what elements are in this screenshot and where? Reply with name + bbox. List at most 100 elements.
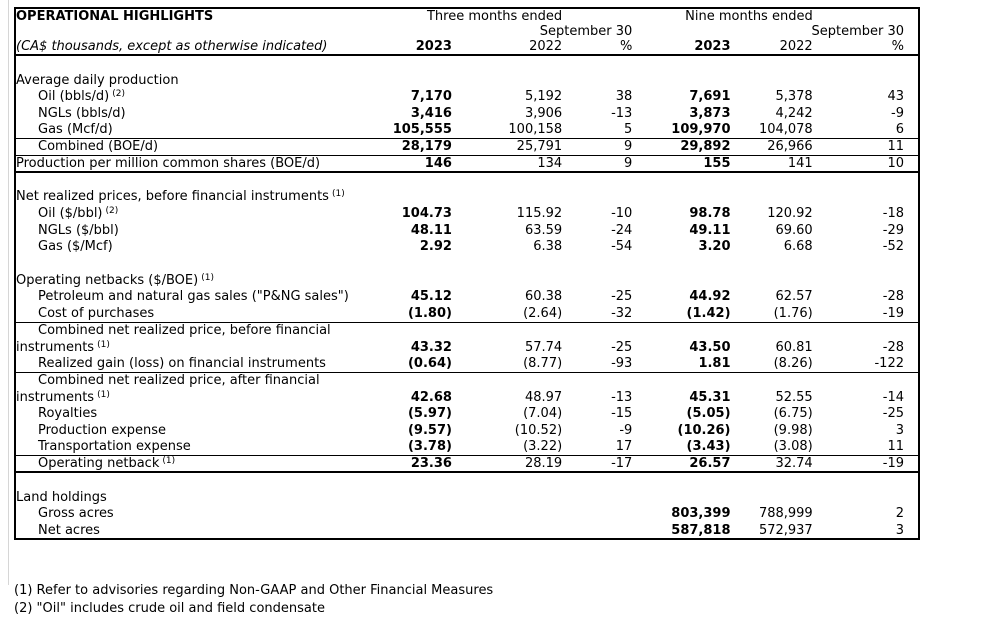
empty-cell <box>452 55 562 72</box>
empty-cell <box>632 255 730 272</box>
column-header-2022-ytd: 2022 <box>730 39 813 56</box>
period-group-three-months-line2: September 30 <box>539 24 633 39</box>
cell-value: 48.97 <box>524 389 563 405</box>
cell-value: 28.19 <box>451 455 563 474</box>
cell-value: 32.74 <box>730 455 813 474</box>
cell-value: 109,970 <box>632 121 731 139</box>
empty-cell <box>382 489 452 506</box>
cell-value: 29,892 <box>632 138 731 156</box>
cell-value: -28 <box>882 339 904 355</box>
cell-value: 57.74 <box>524 339 563 355</box>
empty-cell <box>382 322 452 339</box>
cell-value: (9.57) <box>407 422 452 438</box>
cell-value: -25 <box>882 406 904 422</box>
cell-value: -52 <box>882 239 904 255</box>
empty-cell <box>562 322 632 339</box>
cell-value: 6 <box>812 121 919 139</box>
table-row: NGLs (bbls/d) 3,416 3,906 -13 3,873 4,242 -9 <box>15 105 919 122</box>
cell-value: 3.20 <box>698 239 731 255</box>
cell-value: 3,416 <box>410 105 452 121</box>
empty-cell <box>731 472 813 489</box>
empty-cell <box>632 172 730 189</box>
spacer-cell <box>15 24 382 39</box>
cell-value: 2.92 <box>419 239 452 255</box>
cell-value: -24 <box>611 222 633 238</box>
cell-value: 23.36 <box>381 455 452 474</box>
row-label: Operating netback (1) <box>15 455 382 474</box>
empty-cell <box>731 489 813 506</box>
column-header-2023-q: 2023 <box>381 39 452 56</box>
row-label: Net realized prices, before financial in… <box>16 189 345 205</box>
cell-value: (3.22) <box>451 438 563 456</box>
cell-value: 6.38 <box>533 239 563 255</box>
period-group-three-months-line1: Three months ended <box>426 9 563 24</box>
cell-value: 7,170 <box>410 89 452 105</box>
table-row: Production per million common shares (BO… <box>15 155 919 173</box>
spacer-cell <box>15 472 382 489</box>
cell-value: 803,399 <box>671 506 731 522</box>
cell-value: 11 <box>812 438 919 456</box>
cell-value: 45.31 <box>689 389 731 405</box>
empty-cell <box>731 372 813 389</box>
row-label: instruments (1) <box>16 339 110 355</box>
empty-cell <box>562 189 632 206</box>
cell-value: 25,791 <box>451 138 563 156</box>
empty-cell <box>562 255 632 272</box>
cell-value: 100,158 <box>451 121 563 139</box>
column-header-pct-ytd: % <box>812 39 919 56</box>
footnote-marker: (2) <box>105 206 119 217</box>
cell-value: (8.77) <box>451 355 563 373</box>
cell-value: 104,078 <box>730 121 813 139</box>
row-label: Royalties <box>38 406 98 422</box>
empty-cell <box>731 55 813 72</box>
empty-cell <box>632 72 730 89</box>
table-row: instruments (1) 42.68 48.97 -13 45.31 52.55 -14 <box>15 389 919 406</box>
spacer-row <box>15 172 919 189</box>
empty-cell <box>452 172 562 189</box>
cell-value: 42.68 <box>410 389 452 405</box>
cell-value: 572,937 <box>758 522 813 538</box>
cell-value: 38 <box>615 89 633 105</box>
spacer-row <box>15 472 919 489</box>
empty-cell <box>382 506 452 523</box>
cell-value: (5.05) <box>686 406 731 422</box>
cell-value: 45.12 <box>410 289 452 305</box>
empty-cell <box>452 189 562 206</box>
cell-value: 134 <box>451 155 563 173</box>
cell-value: 69.60 <box>775 222 813 238</box>
operational-highlights-table: OPERATIONAL HIGHLIGHTS Three months ende… <box>14 7 920 540</box>
cell-value: 44.92 <box>689 289 731 305</box>
cell-value: 5 <box>562 121 633 139</box>
empty-cell <box>452 322 562 339</box>
table-row: Net acres 587,818 572,937 3 <box>15 522 919 539</box>
cell-value: 60.38 <box>524 289 563 305</box>
cell-value: -14 <box>882 389 904 405</box>
empty-cell <box>562 172 632 189</box>
table-row: Production expense (9.57) (10.52) -9 (10.26)… <box>15 422 919 439</box>
table-row: Combined net realized price, after finan… <box>15 372 919 389</box>
empty-cell <box>452 372 562 389</box>
cell-value: 3 <box>895 422 904 438</box>
cell-value: (1.76) <box>730 305 813 323</box>
cell-value: 3,906 <box>524 105 563 121</box>
header-row-1: OPERATIONAL HIGHLIGHTS Three months ende… <box>15 8 919 24</box>
period-group-nine-months-line1: Nine months ended <box>685 9 813 24</box>
table-row: Combined (BOE/d) 28,179 25,791 9 29,892 26,96… <box>15 138 919 156</box>
cell-value: -9 <box>891 105 904 121</box>
empty-cell <box>632 189 730 206</box>
row-label: NGLs ($/bbl) <box>38 222 119 238</box>
footnote-marker: (1) <box>201 272 214 283</box>
table-row: NGLs ($/bbl) 48.11 63.59 -24 49.11 69.60 -29 <box>15 222 919 239</box>
header-row-3: (CA$ thousands, except as otherwise indi… <box>15 39 919 56</box>
row-label: Gross acres <box>38 506 114 522</box>
table-row: Combined net realized price, before fina… <box>15 322 919 339</box>
cell-value: 17 <box>562 438 633 456</box>
empty-cell <box>452 506 562 523</box>
spacer-cell <box>562 8 632 24</box>
spacer-row <box>15 255 919 272</box>
cell-value: -10 <box>611 206 633 222</box>
empty-cell <box>382 272 452 289</box>
cell-value: 11 <box>812 138 919 156</box>
footnotes: (1) Refer to advisories regarding Non-GA… <box>14 582 493 618</box>
table-row: Gas (Mcf/d) 105,555 100,158 5 109,970 104,078… <box>15 121 919 139</box>
